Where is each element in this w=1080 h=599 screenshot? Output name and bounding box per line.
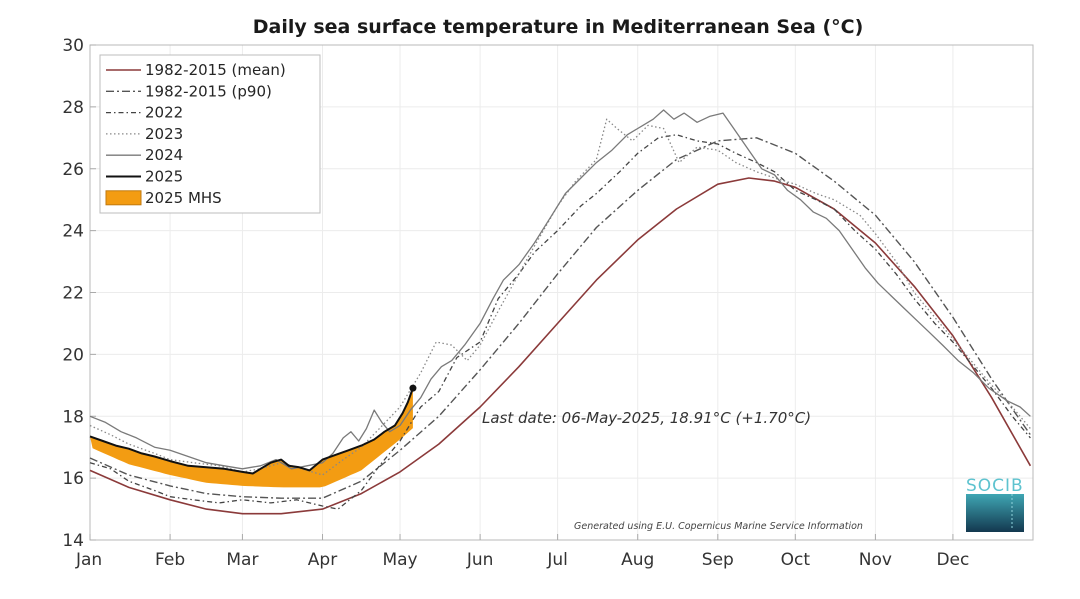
series-line-1982-2015-p90- — [89, 137, 1031, 499]
series-line-2023 — [89, 118, 1031, 476]
y-tick-label: 14 — [62, 531, 84, 551]
y-tick-label: 24 — [62, 222, 84, 242]
series-line-2024 — [89, 109, 1031, 470]
x-tick-label: Oct — [781, 550, 811, 570]
mhs-area — [90, 388, 413, 488]
x-tick-label: Dec — [936, 550, 969, 570]
legend: 1982-2015 (mean) 1982-2015 (p90) 2022 2023 2… — [99, 54, 321, 214]
legend-swatch — [105, 190, 142, 206]
socib-logo: SOCIB — [966, 476, 1024, 532]
x-tick-label: Jan — [75, 550, 102, 570]
x-tick-label: Jun — [466, 550, 494, 570]
x-tick-label: Aug — [621, 550, 654, 570]
credit-text: Generated using E.U. Copernicus Marine S… — [574, 521, 863, 532]
chart-title: Daily sea surface temperature in Mediter… — [253, 16, 864, 38]
legend-label: 2022 — [145, 104, 183, 122]
x-tick-label: Sep — [702, 550, 734, 570]
socib-logo-mark — [966, 494, 1024, 532]
socib-logo-text: SOCIB — [966, 476, 1024, 496]
y-tick-label: 28 — [62, 98, 84, 118]
y-axis: 14 16 18 20 22 24 26 28 30 — [62, 36, 96, 551]
y-tick-label: 16 — [62, 469, 84, 489]
legend-label: 2025 MHS — [145, 189, 222, 207]
y-tick-label: 18 — [62, 407, 84, 427]
last-date-marker — [409, 384, 417, 392]
legend-label: 2025 — [145, 168, 183, 186]
x-tick-label: Mar — [226, 550, 258, 570]
series-line-2022 — [89, 134, 1031, 510]
x-tick-label: Nov — [859, 550, 892, 570]
series-line-1982-2015-mean- — [89, 177, 1032, 515]
x-tick-label: Jul — [546, 550, 568, 570]
legend-label: 1982-2015 (mean) — [145, 61, 286, 79]
x-tick-label: Feb — [155, 550, 185, 570]
last-date-annotation: Last date: 06-May-2025, 18.91°C (+1.70°C… — [482, 409, 811, 427]
legend-label: 2024 — [145, 146, 183, 164]
y-tick-label: 20 — [62, 345, 84, 365]
legend-box — [99, 54, 321, 214]
y-tick-label: 30 — [62, 36, 84, 56]
series-lines — [89, 109, 1032, 515]
series-line-2025 — [89, 387, 414, 475]
y-tick-label: 26 — [62, 160, 84, 180]
x-tick-label: May — [382, 550, 417, 570]
mhs-area-group — [90, 388, 413, 488]
y-tick-label: 22 — [62, 284, 84, 304]
legend-label: 2023 — [145, 125, 183, 143]
legend-label: 1982-2015 (p90) — [145, 82, 272, 100]
x-tick-label: Apr — [308, 550, 337, 570]
x-axis: Jan Feb Mar Apr May Jun Jul Aug Sep Oct Nov Dec — [75, 534, 969, 570]
